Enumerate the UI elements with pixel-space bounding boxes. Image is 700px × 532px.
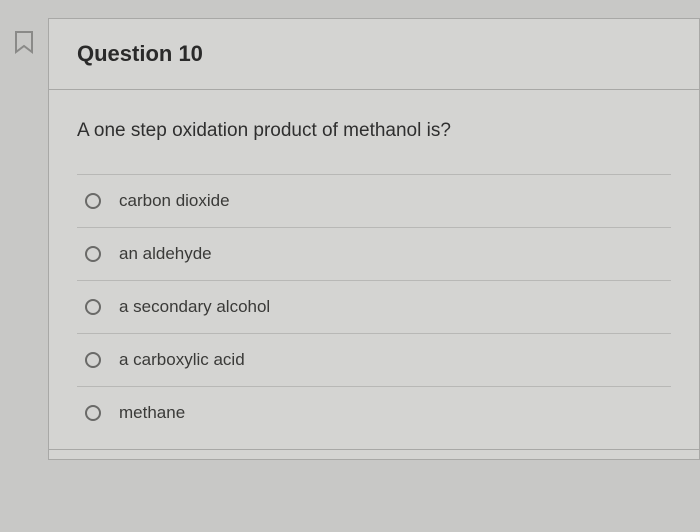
options-list: carbon dioxide an aldehyde a secondary a… xyxy=(77,174,671,439)
option-label: a carboxylic acid xyxy=(119,350,245,370)
question-card: Question 10 A one step oxidation product… xyxy=(48,18,700,460)
question-header: Question 10 xyxy=(49,19,699,90)
radio-icon xyxy=(85,193,101,209)
radio-icon xyxy=(85,405,101,421)
question-title: Question 10 xyxy=(77,41,671,67)
radio-icon xyxy=(85,352,101,368)
bookmark-icon[interactable] xyxy=(14,30,34,54)
radio-icon xyxy=(85,246,101,262)
radio-icon xyxy=(85,299,101,315)
option-row[interactable]: a carboxylic acid xyxy=(77,333,671,386)
question-body: A one step oxidation product of methanol… xyxy=(49,90,699,449)
option-label: methane xyxy=(119,403,185,423)
option-row[interactable]: carbon dioxide xyxy=(77,174,671,227)
option-row[interactable]: a secondary alcohol xyxy=(77,280,671,333)
question-prompt: A one step oxidation product of methanol… xyxy=(77,120,671,142)
option-row[interactable]: an aldehyde xyxy=(77,227,671,280)
option-label: a secondary alcohol xyxy=(119,297,270,317)
card-footer-border xyxy=(49,449,699,459)
option-label: carbon dioxide xyxy=(119,191,230,211)
page-wrap: Question 10 A one step oxidation product… xyxy=(0,0,700,478)
option-row[interactable]: methane xyxy=(77,386,671,439)
option-label: an aldehyde xyxy=(119,244,212,264)
